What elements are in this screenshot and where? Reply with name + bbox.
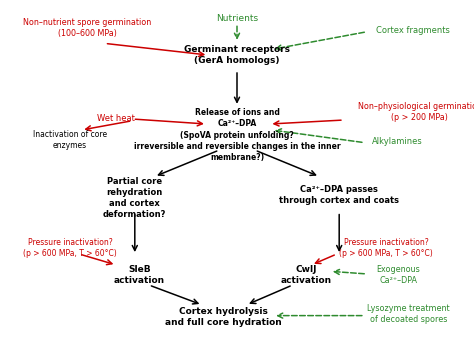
Text: Alkylamines: Alkylamines [372,137,422,146]
Text: Nutrients: Nutrients [216,14,258,23]
Text: Inactivation of core
enzymes: Inactivation of core enzymes [33,130,107,150]
Text: Partial core
rehydration
and cortex
deformation?: Partial core rehydration and cortex defo… [103,177,166,220]
Text: Ca²⁺–DPA passes
through cortex and coats: Ca²⁺–DPA passes through cortex and coats [279,185,399,205]
Text: Lysozyme treatment
of decoated spores: Lysozyme treatment of decoated spores [367,304,450,324]
Text: Germinant receptors
(GerA homologs): Germinant receptors (GerA homologs) [184,45,290,65]
Text: SleB
activation: SleB activation [114,265,165,285]
Text: Exogenous
Ca²⁺–DPA: Exogenous Ca²⁺–DPA [376,265,420,285]
Text: Release of ions and
Ca²⁺–DPA
(SpoVA protein unfolding?
irreversible and reversib: Release of ions and Ca²⁺–DPA (SpoVA prot… [134,108,340,162]
Text: Non–nutrient spore germination
(100–600 MPa): Non–nutrient spore germination (100–600 … [23,18,152,38]
Text: Cortex fragments: Cortex fragments [376,26,450,35]
Text: CwlJ
activation: CwlJ activation [281,265,332,285]
Text: Wet heat: Wet heat [97,114,135,123]
Text: Non–physiological germination
(p > 200 MPa): Non–physiological germination (p > 200 M… [358,102,474,122]
Text: Pressure inactivation?
(p > 600 MPa, T > 60°C): Pressure inactivation? (p > 600 MPa, T >… [23,238,117,258]
Text: Pressure inactivation?
(p > 600 MPa, T > 60°C): Pressure inactivation? (p > 600 MPa, T >… [339,238,433,258]
Text: Cortex hydrolysis
and full core hydration: Cortex hydrolysis and full core hydratio… [164,307,282,327]
